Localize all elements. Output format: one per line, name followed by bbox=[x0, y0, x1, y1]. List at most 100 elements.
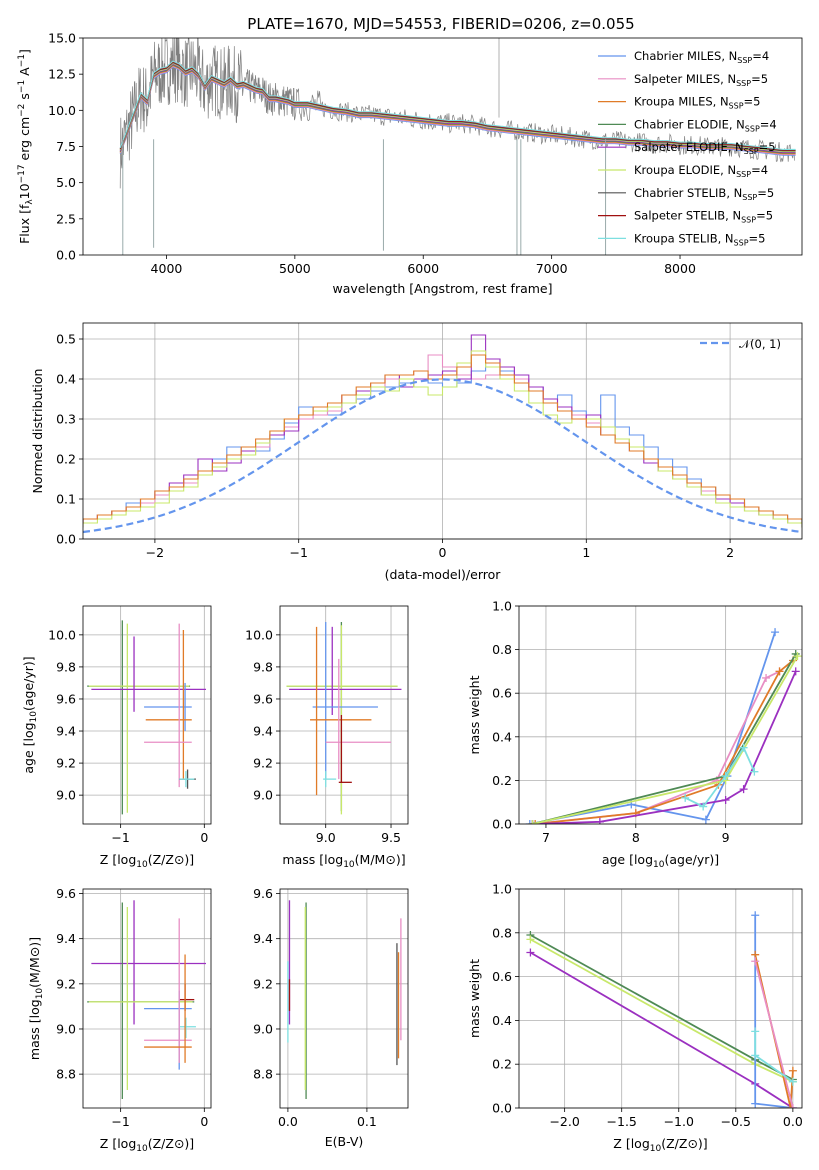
weight-line-1 bbox=[754, 961, 794, 1108]
y-tick-label: 1.0 bbox=[492, 599, 512, 614]
plot-area-residuals bbox=[83, 334, 802, 534]
x-tick-label: −1 bbox=[111, 1114, 129, 1129]
axes-frame bbox=[82, 605, 212, 825]
x-tick-label: 7000 bbox=[536, 261, 568, 276]
y-tick-label: 7.5 bbox=[56, 139, 76, 154]
plot-area-mass-weight-vs-Z bbox=[526, 911, 797, 1108]
y-tick-label: 9.0 bbox=[253, 788, 273, 803]
y-tick-label: 9.0 bbox=[56, 1021, 76, 1036]
y-tick-label: 0.6 bbox=[492, 686, 512, 701]
axes-age-vs-mass: 9.0 9.5 9.0 9.2 9.4 9.6 9.8 10.0 mass [log10(M/M… bbox=[245, 605, 409, 870]
x-axis-label-part: ⊙ bbox=[174, 852, 184, 867]
y-tick-label: 0.4 bbox=[492, 729, 512, 744]
legend-entry: Kroupa ELODIE, NSSP=4 bbox=[634, 163, 768, 179]
y-axis-label-part: λ bbox=[25, 199, 35, 205]
weight-marker-4 bbox=[595, 817, 604, 824]
x-axis-label-part: 10 bbox=[136, 1144, 148, 1154]
weight-marker-5 bbox=[528, 820, 537, 824]
figure-title: PLATE=1670, MJD=54553, FIBERID=0206, z=0… bbox=[247, 15, 634, 33]
legend-entry: Chabrier ELODIE, NSSP=4 bbox=[634, 117, 777, 133]
y-axis-label: Flux [fλ10−17 erg cm−2 s−1 A−1] bbox=[17, 49, 35, 244]
weight-marker-0 bbox=[701, 815, 710, 824]
y-tick-label: 1.0 bbox=[492, 882, 512, 897]
y-tick-label: 9.4 bbox=[253, 724, 273, 739]
x-tick-label: 0.0 bbox=[278, 1114, 298, 1129]
x-axis-label-part: ⊙ bbox=[174, 1136, 184, 1151]
x-tick-label: 0 bbox=[200, 830, 208, 845]
y-axis-label-part: 10 bbox=[17, 183, 32, 199]
x-tick-label: 0.0 bbox=[783, 1114, 803, 1129]
y-tick-label: 0.0 bbox=[492, 817, 512, 832]
axes-mass-vs-Z: −1 08.89.09.29.49.6Z [log10(Z/Z⊙)]mass [l… bbox=[27, 886, 212, 1154]
legend-entry: Salpeter ELODIE, NSSP=5 bbox=[634, 140, 776, 156]
x-tick-label: 0 bbox=[200, 1114, 208, 1129]
y-axis-label-part: s bbox=[17, 93, 32, 104]
legend-entry-name: Kroupa ELODIE, N bbox=[634, 163, 736, 177]
spectrum-model-8 bbox=[119, 60, 796, 150]
legend-entry-name: Salpeter MILES, N bbox=[634, 72, 736, 86]
x-tick-label: −2.0 bbox=[549, 1114, 579, 1129]
y-axis-label-part: age [log bbox=[21, 722, 36, 773]
y-axis-label-part: −1 bbox=[17, 80, 27, 93]
x-axis-label: mass [log10(M/M⊙)] bbox=[282, 852, 405, 870]
x-tick-label: 7 bbox=[542, 830, 550, 845]
x-axis-label-part: mass [log bbox=[282, 852, 343, 867]
legend-entry-sub: SSP bbox=[745, 124, 760, 133]
weight-marker-0 bbox=[525, 820, 534, 824]
weight-marker-2 bbox=[786, 1104, 795, 1108]
y-tick-label: 0.2 bbox=[492, 773, 512, 788]
x-axis-label-part: 10 bbox=[653, 860, 665, 870]
y-tick-label: 9.2 bbox=[253, 976, 273, 991]
spectrum-model-3 bbox=[119, 64, 796, 154]
x-axis-label: Z [log10(Z/Z⊙)] bbox=[100, 1136, 194, 1154]
y-tick-label: 9.4 bbox=[253, 931, 273, 946]
x-axis-label-part: 10 bbox=[136, 860, 148, 870]
legend-entry-nssp: =4 bbox=[752, 49, 769, 63]
plot-area-age-vs-Z bbox=[87, 620, 206, 815]
legend-entry-sub: SSP bbox=[741, 216, 756, 225]
y-tick-label: 0.0 bbox=[56, 248, 76, 263]
y-tick-label: 9.8 bbox=[253, 659, 273, 674]
weight-line-5 bbox=[532, 655, 799, 824]
y-tick-label: 0.2 bbox=[56, 452, 76, 467]
legend-entry-name: Chabrier MILES, N bbox=[634, 49, 737, 63]
y-tick-label: 0.1 bbox=[56, 492, 76, 507]
weight-marker-2 bbox=[531, 820, 540, 824]
legend-entry-sub: SSP bbox=[729, 102, 744, 111]
x-tick-label: −1.5 bbox=[607, 1114, 637, 1129]
y-tick-label: 0.0 bbox=[56, 532, 76, 547]
weight-line-3 bbox=[532, 653, 797, 824]
y-axis-label-part: −17 bbox=[17, 164, 27, 183]
x-tick-label: −0.5 bbox=[721, 1114, 751, 1129]
x-axis-label: E(B-V) bbox=[325, 1134, 364, 1149]
x-axis-label: Z [log10(Z/Z⊙)] bbox=[613, 1136, 707, 1154]
y-axis-label: age [log10(age/yr)] bbox=[21, 656, 39, 773]
histogram-step-0 bbox=[83, 362, 802, 524]
x-axis-label-part: (Z/Z bbox=[148, 1136, 174, 1151]
y-tick-label: 9.4 bbox=[56, 931, 76, 946]
y-axis-label-part: ⊙ bbox=[27, 947, 42, 957]
weight-marker-8 bbox=[681, 793, 690, 802]
weight-marker-8 bbox=[788, 1077, 797, 1086]
legend-entry-nssp: =5 bbox=[749, 231, 766, 245]
y-axis-label-part: )] bbox=[27, 937, 42, 947]
x-tick-label: 8000 bbox=[664, 261, 696, 276]
legend-entry: Kroupa MILES, NSSP=5 bbox=[634, 95, 760, 111]
legend-entry-nssp: =5 bbox=[744, 95, 761, 109]
histogram-step-2 bbox=[83, 354, 802, 524]
x-axis-label: Z [log10(Z/Z⊙)] bbox=[100, 852, 194, 870]
weight-marker-1 bbox=[788, 1104, 797, 1108]
axes-mass-vs-ebv: 0.0 0.1 8.8 9.0 9.2 9.4 9.6 E(B-V) bbox=[253, 886, 409, 1149]
legend-entry-sub: SSP bbox=[737, 56, 752, 65]
x-tick-label: −1 bbox=[111, 830, 129, 845]
axes-mass-weight-vs-age: 7 8 9 0.0 0.2 0.4 0.6 0.8 1.0 age [log10(age/yr)]… bbox=[467, 599, 803, 870]
x-tick-label: 9 bbox=[722, 830, 730, 845]
x-axis-label: age [log10(age/yr)] bbox=[602, 852, 719, 870]
y-tick-label: 9.2 bbox=[253, 756, 273, 771]
axes-frame bbox=[279, 888, 409, 1109]
y-tick-label: 9.0 bbox=[56, 788, 76, 803]
y-tick-label: 5.0 bbox=[56, 175, 76, 190]
y-tick-label: 9.0 bbox=[253, 1021, 273, 1036]
weight-marker-8 bbox=[739, 743, 748, 752]
